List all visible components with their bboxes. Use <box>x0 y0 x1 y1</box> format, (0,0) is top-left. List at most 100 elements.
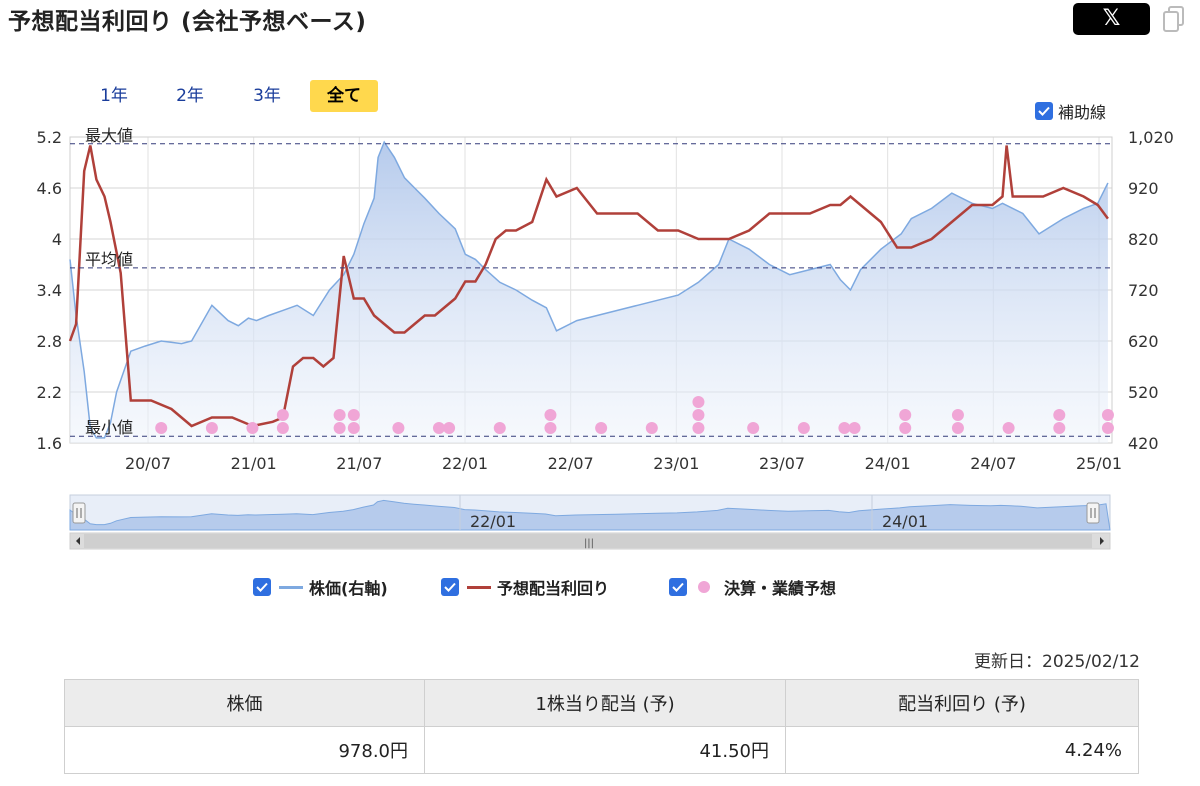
tab-2y[interactable]: 2年 <box>176 86 204 106</box>
legend-dividend-yield[interactable]: 予想配当利回り <box>441 575 609 599</box>
x-axis-tick: 25/01 <box>1076 454 1122 473</box>
earnings-marker <box>246 422 259 434</box>
right-axis-tick: 620 <box>1128 332 1159 351</box>
header-price: 株価 <box>64 679 425 727</box>
legend-label: 予想配当利回り <box>497 579 610 598</box>
left-axis-tick: 3.4 <box>37 281 62 300</box>
header-yield: 配当利回り (予) <box>785 679 1139 727</box>
left-axis-tick: 4 <box>52 230 62 249</box>
x-axis-tick: 22/07 <box>548 454 594 473</box>
earnings-marker <box>347 422 360 434</box>
earnings-marker <box>276 409 289 421</box>
right-axis-tick: 420 <box>1128 434 1159 453</box>
legend-earnings[interactable]: 決算・業績予想 <box>669 575 836 599</box>
right-axis-tick: 1,020 <box>1128 128 1174 147</box>
reference-label: 最小値 <box>85 418 133 437</box>
tab-3y[interactable]: 3年 <box>253 86 281 106</box>
earnings-marker <box>692 422 705 434</box>
left-axis-tick: 4.6 <box>37 179 62 198</box>
left-axis-tick: 2.2 <box>37 383 62 402</box>
dividend-yield-chart[interactable]: 5.2 1,020 4.6 920 4 820 3.4 720 2.8 620 2.2 520 1.6 4… <box>0 120 1200 555</box>
updated-date: 更新日：2025/02/12 <box>974 652 1140 672</box>
earnings-marker <box>347 409 360 421</box>
earnings-marker <box>595 422 608 434</box>
legend-line-blue <box>279 585 303 589</box>
x-axis-tick: 23/07 <box>759 454 805 473</box>
navigator-handle[interactable] <box>1086 502 1100 524</box>
earnings-marker <box>692 396 705 408</box>
earnings-marker <box>1053 422 1066 434</box>
earnings-marker <box>276 422 289 434</box>
earnings-marker <box>544 422 557 434</box>
earnings-marker <box>544 409 557 421</box>
legend-stock-price[interactable]: 株価(右軸) <box>253 575 388 599</box>
earnings-marker <box>951 409 964 421</box>
scroll-right-icon <box>1100 537 1104 545</box>
x-axis-tick: 22/01 <box>442 454 488 473</box>
right-axis-tick: 820 <box>1128 230 1159 249</box>
earnings-marker <box>1053 409 1066 421</box>
legend-label: 決算・業績予想 <box>724 579 837 598</box>
right-axis-tick: 720 <box>1128 281 1159 300</box>
earnings-marker <box>951 422 964 434</box>
x-axis-tick: 21/07 <box>336 454 382 473</box>
left-axis-tick: 1.6 <box>37 434 62 453</box>
left-axis-tick: 5.2 <box>37 128 62 147</box>
share-x-button[interactable]: 𝕏 <box>1073 3 1150 35</box>
scroll-left-icon <box>76 537 80 545</box>
value-price: 978.0円 <box>64 726 425 774</box>
dividend-yield-line <box>68 145 1109 428</box>
header-dividend: 1株当り配当 (予) <box>424 679 786 727</box>
x-axis-tick: 20/07 <box>125 454 171 473</box>
earnings-marker <box>493 422 506 434</box>
page-title: 予想配当利回り (会社予想ベース) <box>8 9 367 35</box>
earnings-marker <box>848 422 861 434</box>
navigator-series <box>69 499 1111 531</box>
x-axis-tick: 24/01 <box>865 454 911 473</box>
chart-legend: 株価(右軸) 予想配当利回り 決算・業績予想 <box>0 575 1200 599</box>
right-axis-tick: 520 <box>1128 383 1159 402</box>
tab-all[interactable]: 全て <box>310 80 378 112</box>
scrollbar-thumb[interactable] <box>84 534 1092 548</box>
earnings-marker <box>1101 422 1114 434</box>
earnings-marker <box>1002 422 1015 434</box>
legend-line-red <box>467 585 491 589</box>
earnings-marker <box>333 409 346 421</box>
value-dividend: 41.50円 <box>424 726 786 774</box>
table-row: 978.0円 41.50円 4.24% <box>64 726 1139 774</box>
price-line <box>69 140 1109 439</box>
left-axis-tick: 2.8 <box>37 332 62 351</box>
reference-label: 最大値 <box>85 126 133 145</box>
reference-label: 平均値 <box>85 250 133 269</box>
earnings-marker <box>443 422 456 434</box>
navigator-handle[interactable] <box>72 502 86 524</box>
navigator-label: 24/01 <box>882 512 928 531</box>
navigator-label: 22/01 <box>470 512 516 531</box>
checkbox-checked-icon <box>669 578 687 596</box>
earnings-marker <box>205 422 218 434</box>
x-axis-tick: 21/01 <box>231 454 277 473</box>
summary-table: 株価 1株当り配当 (予) 配当利回り (予) 978.0円 41.50円 4.… <box>64 679 1139 774</box>
earnings-marker <box>797 422 810 434</box>
earnings-marker <box>747 422 760 434</box>
x-axis-tick: 24/07 <box>970 454 1016 473</box>
earnings-marker <box>692 409 705 421</box>
earnings-marker <box>155 422 168 434</box>
earnings-marker <box>432 422 445 434</box>
tab-1y[interactable]: 1年 <box>100 86 128 106</box>
earnings-marker <box>645 422 658 434</box>
earnings-marker <box>838 422 851 434</box>
x-axis-tick: 23/01 <box>653 454 699 473</box>
earnings-marker <box>333 422 346 434</box>
checkbox-checked-icon <box>1035 102 1053 120</box>
checkbox-checked-icon <box>253 578 271 596</box>
aux-lines-toggle[interactable]: 補助線 <box>1035 101 1107 122</box>
aux-lines-label: 補助線 <box>1058 103 1107 122</box>
right-axis-tick: 920 <box>1128 179 1159 198</box>
earnings-marker <box>899 422 912 434</box>
earnings-marker <box>392 422 405 434</box>
legend-label: 株価(右軸) <box>309 579 388 598</box>
value-yield: 4.24% <box>785 726 1139 774</box>
copy-icon[interactable] <box>1163 6 1185 32</box>
price-area <box>70 142 1108 443</box>
